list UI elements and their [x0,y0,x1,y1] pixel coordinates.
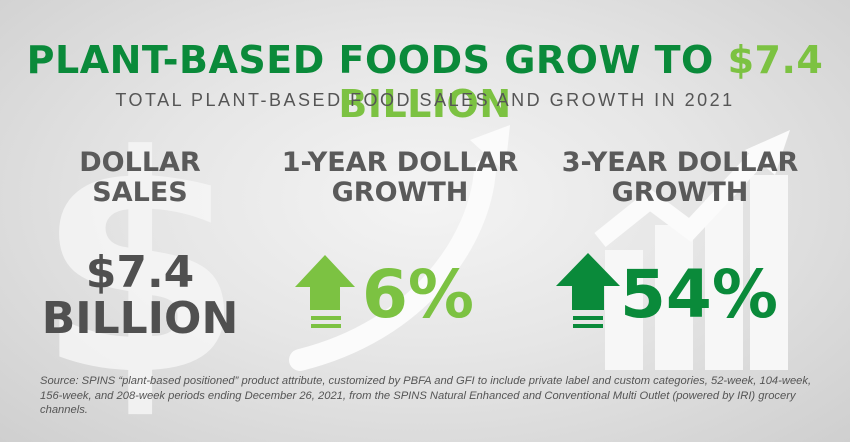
label-line: GROWTH [331,177,469,208]
dollar-sales-label: DOLLAR SALES [65,148,215,208]
svg-text:$: $ [36,92,245,441]
label-line: DOLLAR [79,147,201,178]
up-arrow-icon [556,253,620,328]
dollar-sales-value: $7.4 BILLION [30,250,250,342]
label-line: GROWTH [611,177,749,208]
title-main: PLANT-BASED FOODS GROW TO [26,38,728,82]
title-accent: $7.4 BILLION [338,38,824,126]
curved-arrow-icon [289,125,510,371]
value-line: $7.4 [85,247,195,298]
value-line: BILLION [41,293,239,344]
label-line: SALES [92,177,188,208]
bar-chart-arrow-icon [594,130,790,370]
up-arrow-icon [295,255,355,328]
one-year-growth-label: 1-YEAR DOLLAR GROWTH [280,148,520,208]
source-note: Source: SPINS “plant-based positioned” p… [40,375,812,416]
three-year-growth-value: 54% [620,256,778,333]
dollar-sign-icon: $ [36,92,245,441]
one-year-growth-value: 6% [362,256,475,333]
three-year-growth-label: 3-YEAR DOLLAR GROWTH [560,148,800,208]
page-subtitle: TOTAL PLANT-BASED FOOD SALES AND GROWTH … [115,90,735,110]
label-line: 3-YEAR DOLLAR [561,147,799,178]
label-line: 1-YEAR DOLLAR [281,147,519,178]
page-title: PLANT-BASED FOODS GROW TO $7.4 BILLION [0,38,850,126]
